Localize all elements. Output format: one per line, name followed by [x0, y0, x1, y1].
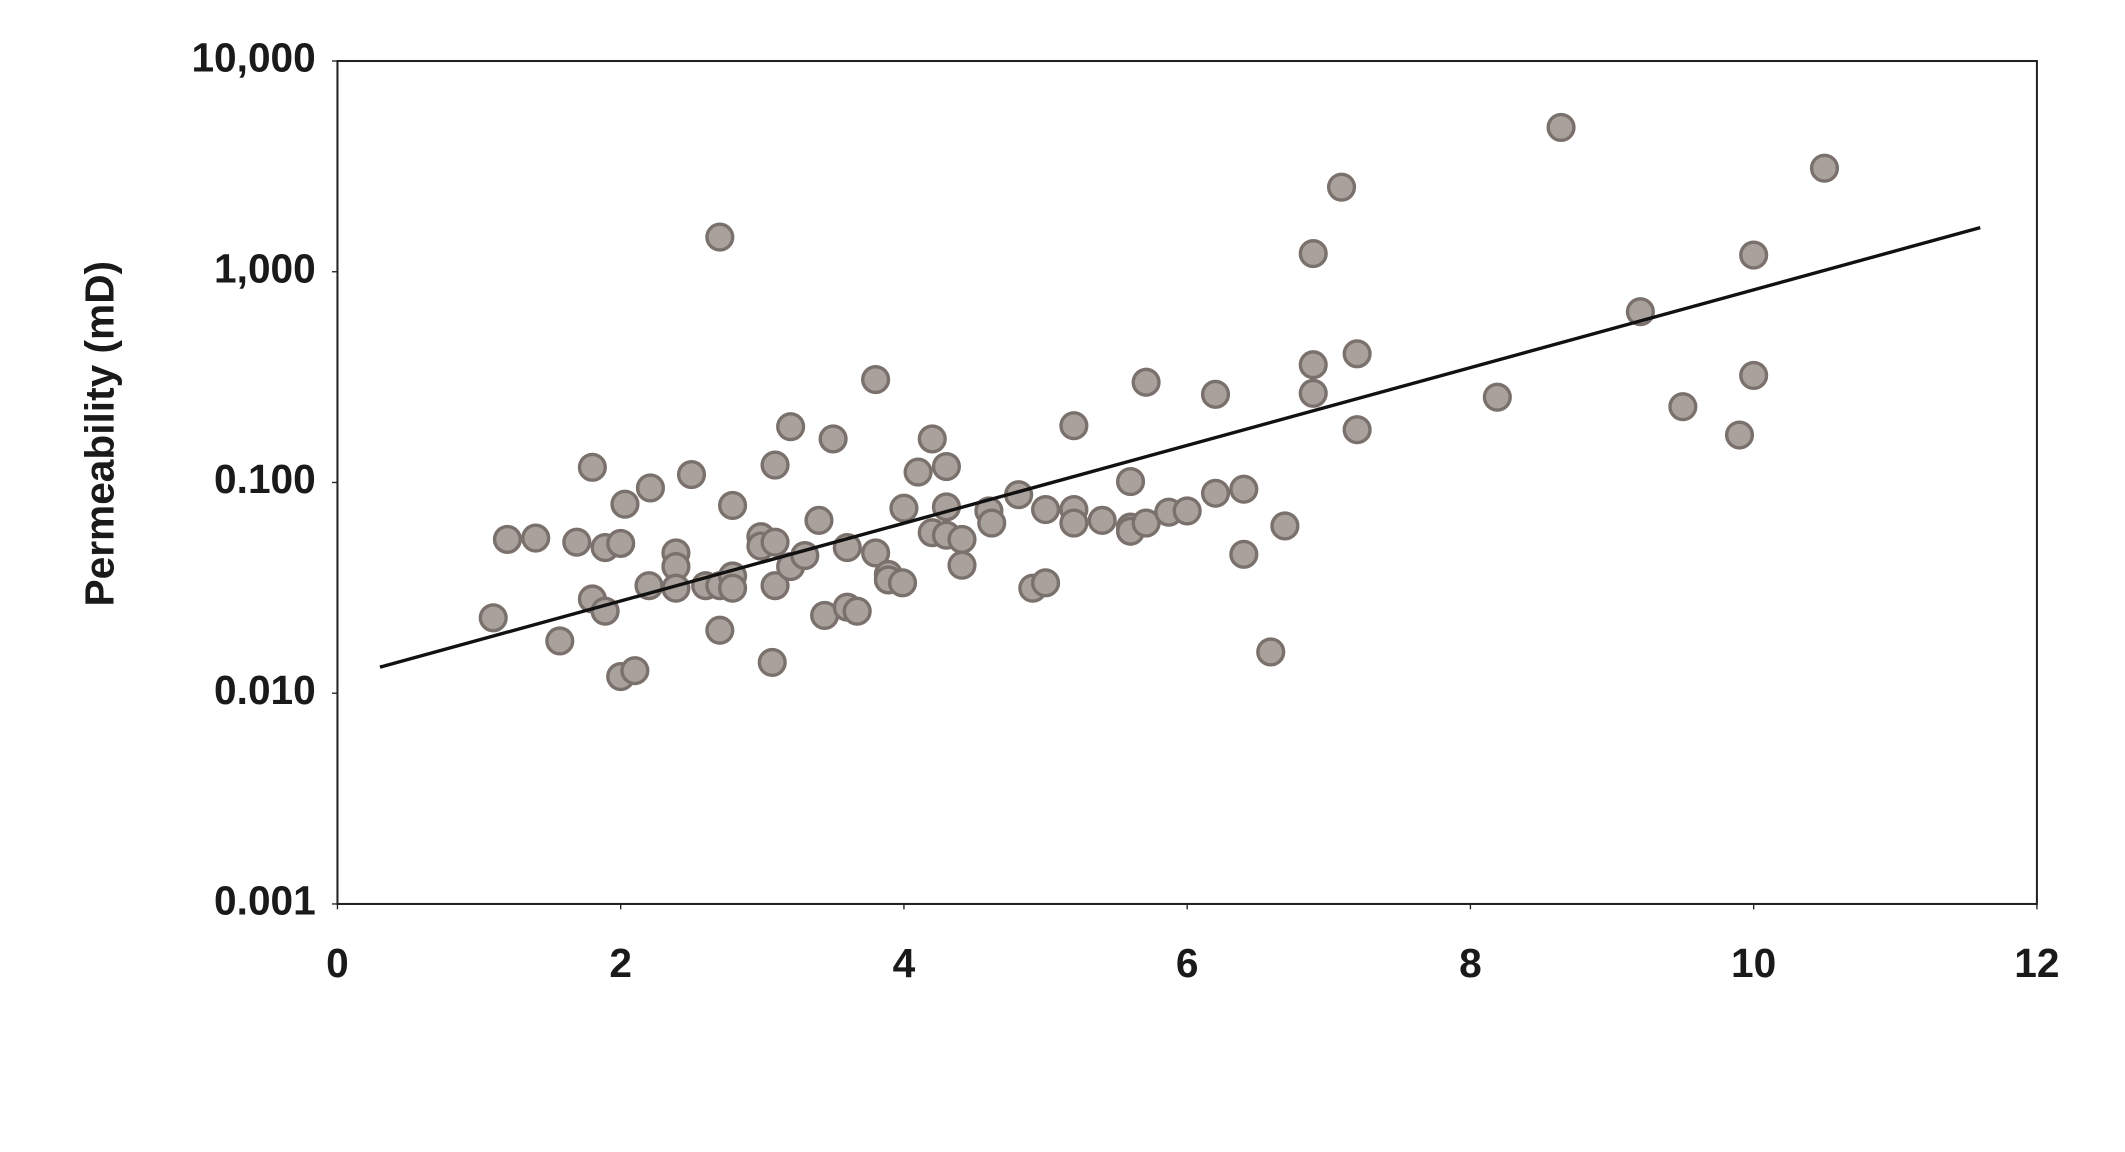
x-tick-label: 2 — [609, 940, 632, 986]
data-point — [718, 573, 748, 603]
data-point — [1256, 637, 1286, 667]
data-point — [1342, 339, 1372, 369]
data-point — [577, 452, 607, 482]
data-point — [478, 603, 508, 633]
data-point — [887, 568, 918, 598]
data-point — [606, 528, 636, 558]
data-point — [931, 492, 961, 522]
data-point — [1482, 382, 1512, 412]
x-tick-label: 0 — [326, 940, 349, 986]
data-point — [1809, 153, 1840, 183]
data-point — [947, 550, 977, 580]
data-point — [705, 222, 735, 252]
data-point — [931, 451, 961, 482]
x-tick-label: 10 — [1731, 940, 1776, 986]
data-point — [917, 424, 947, 454]
data-point — [1326, 172, 1357, 202]
data-point — [610, 489, 640, 519]
data-point — [1087, 505, 1117, 535]
y-tick-label: 10,000 — [191, 35, 315, 81]
data-point — [1200, 379, 1231, 409]
data-point — [1739, 240, 1769, 270]
data-point — [1298, 378, 1328, 408]
data-point — [1298, 238, 1328, 269]
data-point — [1059, 411, 1089, 441]
data-point — [760, 571, 790, 601]
data-point — [1229, 474, 1259, 504]
data-point — [804, 505, 834, 535]
data-point — [977, 508, 1007, 538]
data-point — [1229, 539, 1259, 569]
data-point — [818, 424, 848, 454]
data-point — [776, 412, 806, 442]
y-tick-label: 0.001 — [214, 878, 316, 924]
data-point — [1200, 478, 1231, 508]
data-point — [760, 450, 790, 480]
x-tick-label: 8 — [1459, 940, 1482, 986]
data-point — [705, 615, 735, 645]
data-point — [757, 647, 787, 678]
data-point — [889, 493, 919, 523]
data-point — [676, 460, 707, 490]
data-point — [1059, 508, 1089, 538]
data-point — [760, 527, 790, 557]
y-tick-label: 0.100 — [214, 456, 316, 502]
data-point — [842, 596, 872, 626]
data-point — [1172, 496, 1202, 526]
y-tick-label: 0.010 — [214, 667, 316, 713]
data-point — [1115, 467, 1146, 497]
data-point — [1546, 112, 1576, 142]
data-point — [521, 523, 551, 553]
plot-frame — [336, 59, 2038, 905]
data-point — [1131, 508, 1161, 538]
x-tick-label: 6 — [1176, 940, 1199, 986]
data-point — [1668, 392, 1698, 422]
data-point — [1342, 415, 1372, 445]
x-tick-label: 12 — [2014, 940, 2059, 986]
y-axis-label: Permeability (mD) — [77, 261, 123, 607]
data-point — [718, 490, 748, 521]
data-point — [635, 473, 666, 503]
data-point — [492, 524, 522, 554]
data-point — [947, 524, 977, 554]
data-point — [1724, 420, 1755, 450]
data-point — [545, 626, 575, 656]
x-tick-label: 4 — [893, 940, 916, 986]
data-point — [1298, 350, 1328, 380]
data-point — [1030, 494, 1061, 525]
data-point — [1131, 367, 1161, 397]
data-point — [903, 457, 933, 487]
data-point — [562, 527, 592, 557]
trendline — [379, 225, 1981, 669]
data-point — [1030, 568, 1061, 598]
data-point — [1270, 511, 1300, 541]
data-point — [1739, 360, 1769, 391]
y-tick-label: 1,000 — [214, 245, 316, 291]
data-point — [861, 538, 891, 568]
data-point — [861, 364, 891, 395]
data-point — [620, 656, 650, 686]
